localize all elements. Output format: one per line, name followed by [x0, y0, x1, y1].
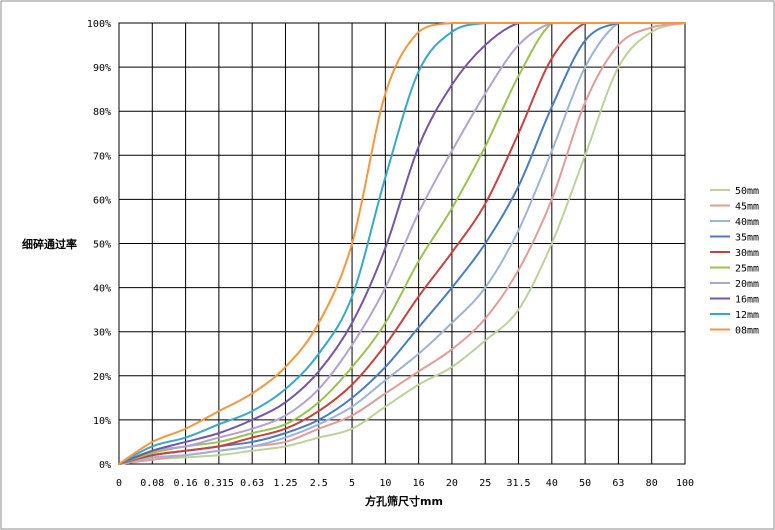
- gridlines: [119, 23, 685, 464]
- legend-label-30mm: 30mm: [735, 248, 759, 259]
- y-tick-label: 20%: [93, 372, 111, 383]
- legend-label-45mm: 45mm: [735, 202, 759, 213]
- legend-label-50mm: 50mm: [735, 186, 759, 197]
- x-tick-label: 2.5: [310, 478, 328, 489]
- x-tick-label: 40: [546, 478, 558, 489]
- x-tick-label: 0.315: [204, 478, 234, 489]
- x-tick-label: 0.08: [140, 478, 164, 489]
- legend-label-12mm: 12mm: [735, 310, 759, 321]
- x-tick-label: 0.63: [240, 478, 264, 489]
- y-tick-label: 90%: [93, 63, 111, 74]
- y-axis-title: 细碎通过率: [22, 237, 77, 251]
- y-tick-label: 40%: [93, 284, 111, 295]
- legend-label-25mm: 25mm: [735, 264, 759, 275]
- legend: 50mm 45mm 40mm 35mm 30mm 25mm 20mm 16mm 12mm 08mm: [710, 186, 759, 337]
- y-tick-label: 10%: [93, 416, 111, 427]
- series-line-40mm: [118, 22, 686, 465]
- x-tick-label: 1.25: [273, 478, 297, 489]
- legend-label-40mm: 40mm: [735, 217, 759, 228]
- x-tick-label: 5: [349, 478, 355, 489]
- series-line-08mm: [118, 22, 686, 465]
- series-lines: [118, 22, 686, 465]
- y-tick-label: 50%: [93, 240, 111, 251]
- y-tick-label: 70%: [93, 151, 111, 162]
- x-tick-label: 0.16: [174, 478, 198, 489]
- y-tick-label: 100%: [87, 19, 111, 30]
- series-line-50mm: [118, 22, 686, 465]
- y-tick-label: 60%: [93, 195, 111, 206]
- x-tick-label: 16: [413, 478, 425, 489]
- y-tick-label: 30%: [93, 328, 111, 339]
- x-tick-label: 31.5: [506, 478, 530, 489]
- x-tick-label: 100: [676, 478, 694, 489]
- legend-label-35mm: 35mm: [735, 233, 759, 244]
- x-tick-label: 20: [446, 478, 458, 489]
- x-tick-label: 25: [479, 478, 491, 489]
- x-axis-title: 方孔筛尺寸mm: [365, 494, 443, 508]
- legend-label-20mm: 20mm: [735, 279, 759, 290]
- legend-label-16mm: 16mm: [735, 295, 759, 306]
- y-tick-label: 0%: [99, 460, 111, 471]
- x-tick-label: 63: [612, 478, 624, 489]
- legend-label-08mm: 08mm: [735, 326, 759, 337]
- x-tick-label: 80: [646, 478, 658, 489]
- x-tick-label: 0: [116, 478, 122, 489]
- y-tick-labels: 0% 10% 20% 30% 40% 50% 60% 70% 80% 90% 100%: [87, 19, 111, 471]
- x-tick-label: 10: [379, 478, 391, 489]
- y-tick-label: 80%: [93, 107, 111, 118]
- x-tick-label: 50: [579, 478, 591, 489]
- x-tick-labels: 0 0.08 0.16 0.315 0.63 1.25 2.5 5 10 16 20 25 31.5 40…: [116, 478, 694, 489]
